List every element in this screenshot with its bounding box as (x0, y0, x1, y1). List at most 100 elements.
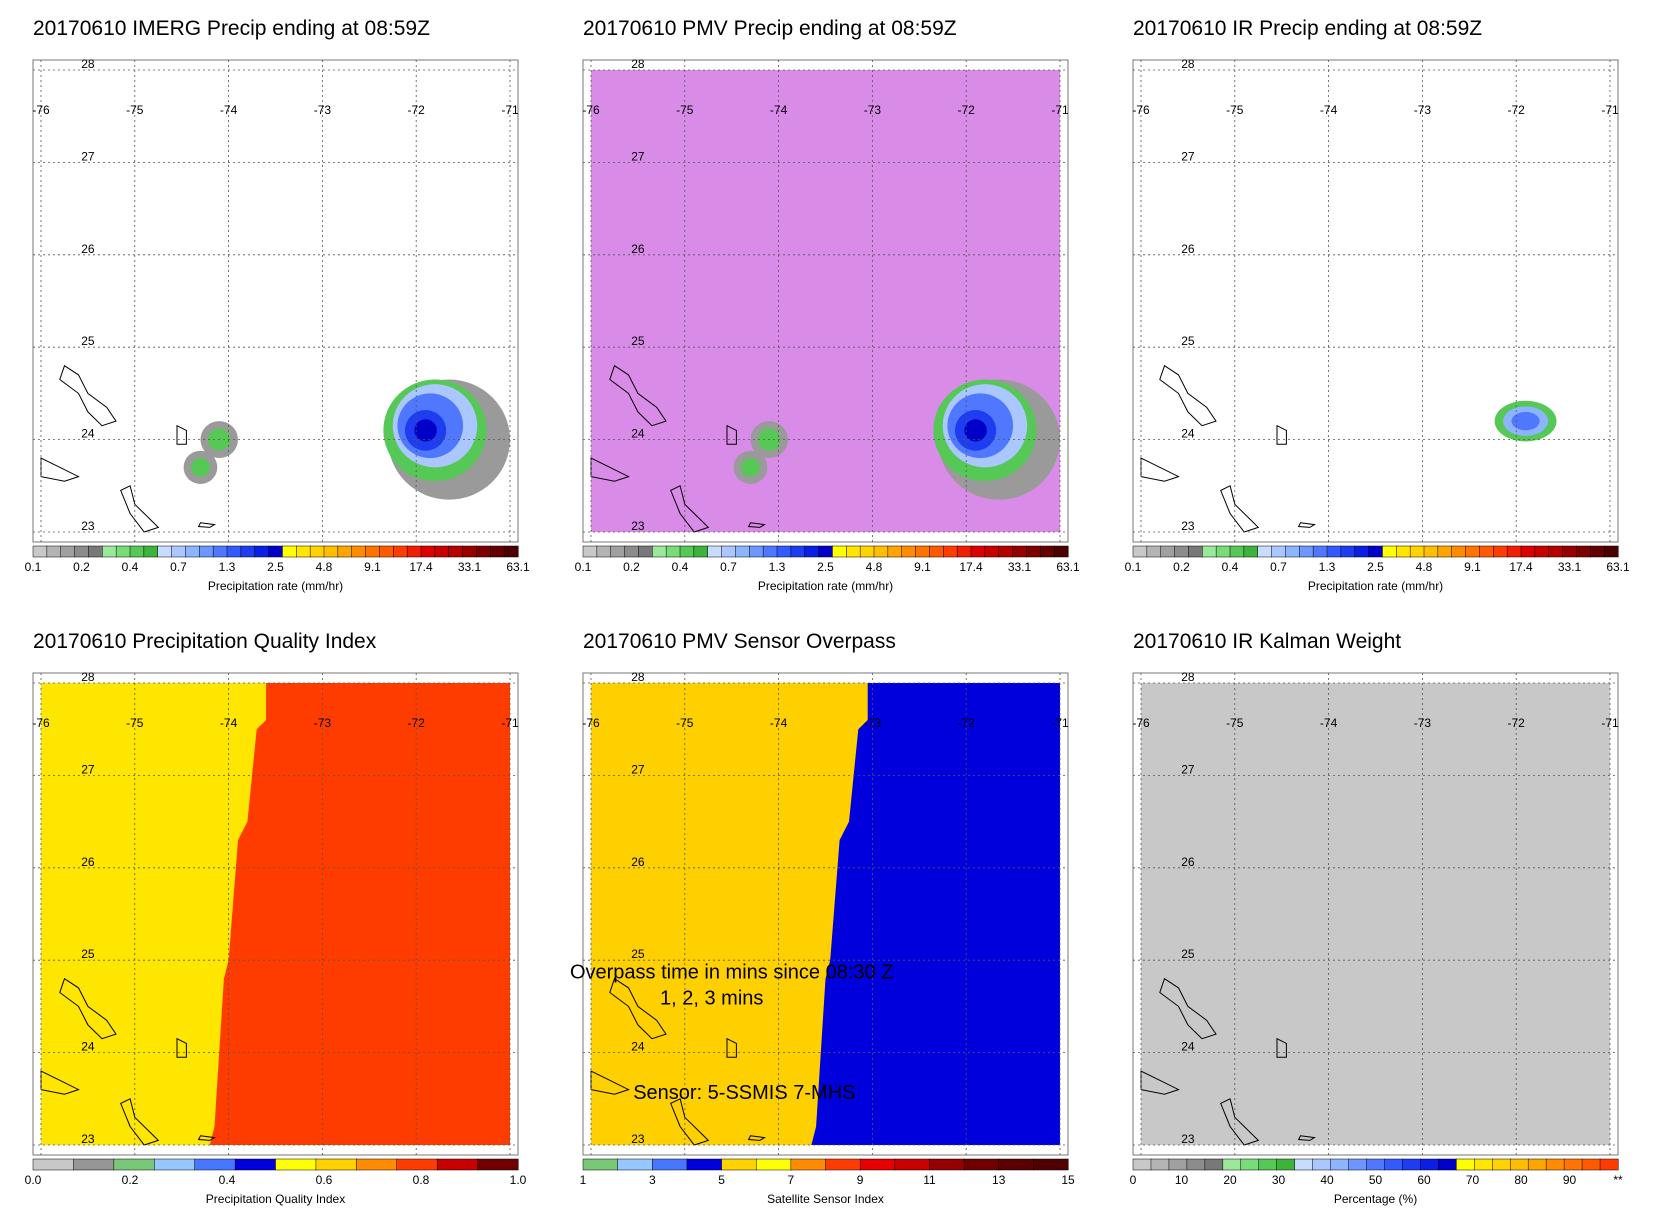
panel-title: 20170610 PMV Sensor Overpass (583, 630, 896, 653)
lat-tick-label: 27 (1181, 762, 1195, 776)
colorbar-swatch (282, 545, 297, 558)
colorbar-swatch (929, 1158, 965, 1171)
panel-pmv: 20170610 PMV Precip ending at 08:59Z -76 -… (575, 17, 1080, 593)
colorbar-swatch (1132, 1158, 1152, 1171)
colorbar-swatch (1509, 1158, 1529, 1171)
colorbar-tick-label: 7 (788, 1173, 795, 1187)
colorbar-swatch (1366, 1158, 1386, 1171)
lat-tick-label: 27 (81, 762, 95, 776)
lat-tick-label: 26 (81, 855, 95, 869)
lat-tick-label: 23 (81, 519, 95, 533)
colorbar-tick-label: 11 (923, 1173, 936, 1187)
colorbar-swatch (1271, 545, 1286, 558)
colorbar-tick-label: 4.8 (866, 560, 883, 574)
colorbar-tick-label: 0.0 (25, 1173, 42, 1187)
lon-tick-label: -71 (1601, 716, 1619, 730)
lon-tick-label: -74 (770, 716, 788, 730)
colorbar-tick-label: 2.5 (1367, 560, 1384, 574)
colorbar-swatch (679, 545, 695, 558)
coastline (726, 1037, 737, 1058)
colorbar-swatch (1160, 545, 1176, 558)
colorbar-swatch (859, 1158, 896, 1171)
region-east (209, 683, 511, 1145)
colorbar-tick-label: 33.1 (1558, 560, 1582, 574)
colorbar-swatch (832, 545, 847, 558)
precip-cell (1511, 411, 1540, 431)
overpass-minutes: 1, 2, 3 mins (660, 988, 763, 1010)
colorbar-swatch (194, 1158, 236, 1171)
coastline (609, 364, 667, 427)
colorbar-swatch (790, 545, 806, 558)
colorbar-tick-label: 0.7 (720, 560, 737, 574)
lat-tick-label: 23 (631, 519, 645, 533)
coastline (1276, 424, 1287, 445)
colorbar-tick-label: 3 (649, 1173, 656, 1187)
colorbar-tick-label: 0.4 (219, 1173, 236, 1187)
coastline (726, 424, 737, 445)
lat-tick-label: 26 (1181, 242, 1195, 256)
colorbar-tick-label: 0.2 (122, 1173, 139, 1187)
colorbar-swatch (1026, 545, 1041, 558)
colorbar-swatch (1285, 545, 1300, 558)
lon-tick-label: -73 (314, 103, 332, 117)
lon-tick-label: -71 (501, 716, 519, 730)
lon-tick-label: -74 (220, 103, 238, 117)
map-frame (1132, 59, 1619, 543)
colorbar-swatch (693, 545, 709, 558)
colorbar-tick-label: 0.7 (170, 560, 187, 574)
colorbar-tick-label: 9.1 (364, 560, 381, 574)
colorbar-tick-label: 60 (1417, 1173, 1431, 1187)
colorbar-swatch (610, 545, 626, 558)
lat-tick-label: 26 (631, 242, 645, 256)
coastline (1159, 977, 1217, 1040)
colorbar-swatch (1012, 545, 1027, 558)
lat-tick-label: 25 (1181, 334, 1195, 348)
colorbar-swatch (721, 1158, 757, 1171)
lat-tick-label: 23 (1181, 1132, 1195, 1146)
colorbar-tick-label: ** (1613, 1173, 1623, 1187)
colorbar-swatch (406, 545, 422, 558)
colorbar-tick-label: 1.3 (769, 560, 786, 574)
colorbar-swatch (1257, 545, 1273, 558)
colorbar-swatch (1402, 1158, 1421, 1171)
colorbar-swatch (707, 545, 723, 558)
colorbar-swatch (686, 1158, 723, 1171)
colorbar-swatch (1562, 545, 1577, 558)
colorbar-tick-label: 0 (1130, 1173, 1137, 1187)
lat-tick-label: 26 (1181, 855, 1195, 869)
colorbar-swatch (582, 1158, 619, 1171)
colorbar-tick-label: 4.8 (1416, 560, 1433, 574)
lon-tick-label: -75 (1226, 103, 1244, 117)
coastline (670, 1098, 710, 1146)
colorbar-tick-label: 0.1 (25, 560, 42, 574)
colorbar-tick-label: 17.4 (959, 560, 983, 574)
colorbar-tick-label: 0.1 (1125, 560, 1142, 574)
colorbar-tick-label: 1.3 (1319, 560, 1336, 574)
colorbar-swatch (887, 545, 903, 558)
lon-tick-label: -76 (32, 716, 50, 730)
colorbar-tick-label: 0.7 (1270, 560, 1287, 574)
colorbar-swatch (1243, 545, 1259, 558)
panel-title: 20170610 IR Kalman Weight (1133, 630, 1401, 653)
coastline (747, 1135, 766, 1141)
lon-tick-label: -72 (1508, 103, 1526, 117)
panel-title: 20170610 IR Precip ending at 08:59Z (1133, 17, 1482, 40)
lon-tick-label: -72 (408, 103, 426, 117)
lon-tick-label: -72 (408, 716, 426, 730)
lon-tick-label: -73 (1414, 103, 1432, 117)
colorbar-swatch (1492, 1158, 1511, 1171)
panel-title: 20170610 PMV Precip ending at 08:59Z (583, 17, 957, 40)
colorbar-swatch (915, 545, 930, 558)
colorbar-swatch (254, 545, 270, 558)
colorbar-swatch (1545, 1158, 1565, 1171)
colorbar-swatch (749, 545, 764, 558)
precip-cell (191, 458, 210, 477)
lon-tick-label: -71 (1051, 103, 1069, 117)
lon-tick-label: -76 (32, 103, 50, 117)
colorbar-tick-label: 0.6 (316, 1173, 333, 1187)
lat-tick-label: 28 (81, 57, 95, 71)
colorbar-swatch (1312, 545, 1328, 558)
coastline (590, 1070, 630, 1095)
colorbar-swatch (929, 545, 944, 558)
colorbar-tick-label: 17.4 (409, 560, 433, 574)
